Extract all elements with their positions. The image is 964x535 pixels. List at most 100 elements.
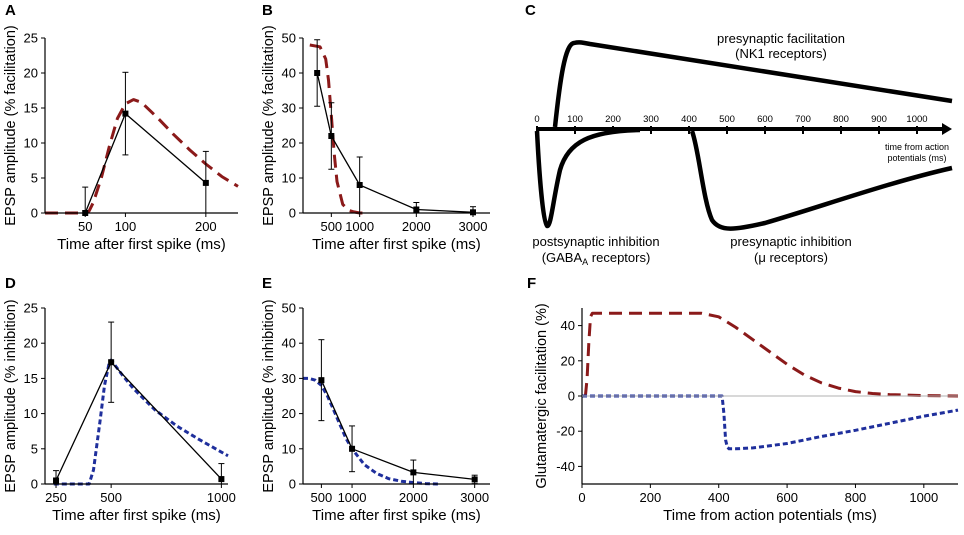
panel-a-y-tick-label: 15: [24, 101, 38, 116]
panel-c-tick-label: 100: [567, 114, 583, 125]
panel-c-tick-label: 1000: [906, 114, 927, 125]
panel-a-y-label: EPSP amplitude (% facilitation): [3, 25, 19, 225]
panel-c-tick-label: 500: [719, 114, 735, 125]
panel-c-facilitation-label-1: presynaptic facilitation: [717, 31, 845, 46]
panel-e-y-tick-label: 20: [282, 406, 296, 421]
panel-c-presynaptic-inhibition-label-2: (μ receptors): [754, 250, 828, 265]
panel-a-data-point: [122, 110, 129, 117]
panel-c-postsynaptic-label-2-tail: receptors): [588, 250, 650, 265]
panel-c-postsynaptic-curve: [534, 127, 641, 229]
panel-letters: A B C D E F: [5, 2, 536, 292]
panel-c-tick-label: 300: [643, 114, 659, 125]
panel-a-y-tick-label: 25: [24, 31, 38, 46]
panel-f-y-label: Glutamatergic facilitation (%): [534, 303, 550, 488]
panel-c-facilitation-curve: [552, 40, 953, 128]
panel-c-postsynaptic-label-2-sub: A: [582, 257, 588, 267]
panel-f-x-label: Time from action potentials (ms): [663, 507, 877, 524]
panel-b-model-curve: [309, 43, 366, 215]
panel-e-y-tick-label: 50: [282, 301, 296, 316]
panel-d-y-tick-label: 20: [24, 336, 38, 351]
panel-e-x-label: Time after first spike (ms): [312, 507, 481, 524]
panel-d-y-tick-label: 10: [24, 406, 38, 421]
panel-e-y-label: EPSP amplitude (% inhibition): [261, 299, 277, 492]
panel-f-x-tick-label: 0: [578, 490, 585, 505]
panel-f-facilitation-curve: [583, 311, 959, 398]
panel-b-x-tick-label: 1000: [345, 219, 374, 234]
panel-letter-c: C: [525, 2, 536, 19]
panel-b-y-tick-label: 50: [282, 31, 296, 46]
panel-b-x-tick-label: 2000: [402, 219, 431, 234]
panel-b-data-line: [316, 72, 474, 213]
panel-b-x-label: Time after first spike (ms): [312, 236, 481, 253]
panel-letter-b: B: [262, 2, 273, 19]
panel-b-x-tick-label: 500: [320, 219, 342, 234]
panel-d-data-point: [108, 359, 115, 366]
panel-f-x-tick-label: 1000: [909, 490, 938, 505]
panel-c-facilitation-label-2: (NK1 receptors): [735, 46, 827, 61]
panel-e-x-tick-label: 1000: [338, 490, 367, 505]
panel-a-y-tick-label: 5: [31, 171, 38, 186]
panel-e-y-tick-label: 0: [289, 477, 296, 492]
panel-e-x-tick-label: 3000: [460, 490, 489, 505]
panel-b-y-tick-label: 30: [282, 101, 296, 116]
panel-d-y-tick-label: 15: [24, 371, 38, 386]
panel-e-y-tick-label: 40: [282, 336, 296, 351]
panel-f-y-tick-label: -40: [556, 459, 575, 474]
panel-e-data-point: [318, 377, 325, 384]
panel-b-y-tick-label: 20: [282, 136, 296, 151]
panel-a-y-tick-label: 10: [24, 136, 38, 151]
panel-c-axis-arrowhead: [942, 123, 952, 135]
panel-d-y-tick-label: 0: [31, 477, 38, 492]
panel-d-x-tick-label: 1000: [207, 490, 236, 505]
panel-b-y-tick-label: 0: [289, 206, 296, 221]
panel-f-inhibition-curve: [582, 394, 959, 451]
panel-a-x-tick-label: 100: [115, 219, 137, 234]
panel-e-y-tick-label: 10: [282, 441, 296, 456]
panel-d-y-tick-label: 5: [31, 441, 38, 456]
panel-c-tick-label: 800: [833, 114, 849, 125]
panel-a-y-tick-label: 20: [24, 66, 38, 81]
panel-a-model-curve: [45, 98, 239, 215]
panel-d-y-tick-label: 25: [24, 301, 38, 316]
panel-b-data-point: [413, 206, 420, 213]
panel-d-x-label: Time after first spike (ms): [52, 507, 221, 524]
panel-d-model-curve: [53, 358, 229, 486]
panel-b-x-tick-label: 3000: [459, 219, 488, 234]
panel-c: 0 100 200 300 400 500 600 700 800 900 1000 time fro…: [532, 31, 953, 267]
panel-e-data-point: [471, 476, 478, 483]
panel-c-tick-label: 700: [795, 114, 811, 125]
panel-d-data-line: [55, 361, 222, 481]
panel-c-presynaptic-inhibition-label-1: presynaptic inhibition: [730, 234, 851, 249]
panel-d-y-label: EPSP amplitude (% inhibition): [3, 299, 19, 492]
panel-a-x-label: Time after first spike (ms): [57, 236, 226, 253]
panel-f-x-tick-label: 600: [776, 490, 798, 505]
panel-e-x-tick-label: 2000: [399, 490, 428, 505]
panel-letter-f: F: [527, 275, 536, 292]
panel-letter-a: A: [5, 2, 16, 19]
panel-f-x-tick-label: 200: [640, 490, 662, 505]
panel-a-data-point: [202, 179, 209, 186]
panel-c-postsynaptic-label-2-main: (GABA: [542, 250, 583, 265]
panel-f-y-tick-label: 0: [568, 389, 575, 404]
panel-e-model-curve: [303, 376, 438, 486]
panel-b-y-tick-label: 40: [282, 66, 296, 81]
panel-c-axis-label-1: time from action: [885, 142, 949, 152]
panel-c-axis-label-2: potentials (ms): [887, 153, 946, 163]
panel-b-data-point: [470, 209, 476, 216]
panel-c-presynaptic-inhibition-curve: [689, 130, 953, 231]
panel-e-x-tick-label: 500: [311, 490, 333, 505]
panel-c-tick-label: 900: [871, 114, 887, 125]
panel-e-data-line: [320, 379, 475, 481]
panel-letter-e: E: [262, 275, 272, 292]
panel-c-tick-label: 0: [534, 114, 539, 125]
panel-a-y-tick-label: 0: [31, 206, 38, 221]
panel-a-data-line: [84, 112, 207, 214]
panel-f-x-tick-label: 800: [845, 490, 867, 505]
panel-d-x-tick-label: 250: [45, 490, 67, 505]
panel-e-data-point: [410, 469, 417, 476]
panel-a-x-tick-label: 200: [195, 219, 217, 234]
panel-b-y-label: EPSP amplitude (% facilitation): [261, 25, 277, 225]
panel-c-tick-label: 600: [757, 114, 773, 125]
panel-letter-d: D: [5, 275, 16, 292]
